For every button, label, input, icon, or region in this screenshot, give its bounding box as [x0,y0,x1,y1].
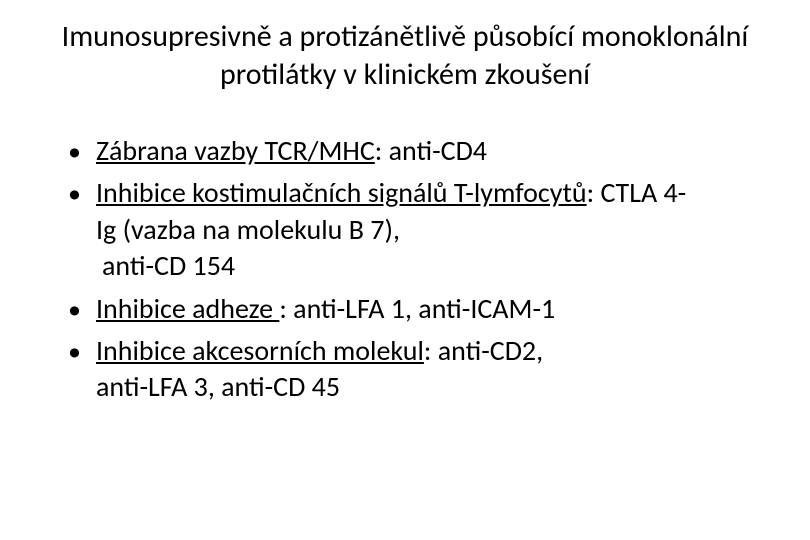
list-item: Inhibice kostimulačních signálů T-lymfoc… [68,175,770,284]
bullet-rest: : CTLA 4- [587,175,687,210]
bullet-continuation: anti-LFA 3, anti-CD 45 [96,369,770,405]
title-line-1: Imunosupresivně a protizánětlivě působíc… [62,18,749,55]
bullet-continuation: anti-CD 154 [96,248,770,284]
list-item: Zábrana vazby TCR/MHC: anti-CD4 [68,133,770,169]
title-line-2: protilátky v klinickém zkoušení [220,56,590,93]
bullet-rest: : anti-CD2, [424,333,543,368]
bullet-underlined: Inhibice kostimulačních signálů T-lymfoc… [96,175,587,210]
bullet-rest: : anti-LFA 1, anti-ICAM-1 [279,291,555,326]
bullet-rest: : anti-CD4 [375,133,487,168]
bullet-underlined: Zábrana vazby TCR/MHC [96,133,375,168]
bullet-list: Zábrana vazby TCR/MHC: anti-CD4 Inhibice… [40,133,770,406]
slide: Imunosupresivně a protizánětlivě působíc… [0,0,810,540]
bullet-underlined: Inhibice adheze [96,291,279,326]
list-item: Inhibice adheze : anti-LFA 1, anti-ICAM-… [68,291,770,327]
list-item: Inhibice akcesorních molekul: anti-CD2, … [68,333,770,406]
bullet-continuation: Ig (vazba na molekulu B 7), [96,212,770,248]
bullet-underlined: Inhibice akcesorních molekul [96,333,424,368]
slide-title: Imunosupresivně a protizánětlivě působíc… [40,18,770,93]
